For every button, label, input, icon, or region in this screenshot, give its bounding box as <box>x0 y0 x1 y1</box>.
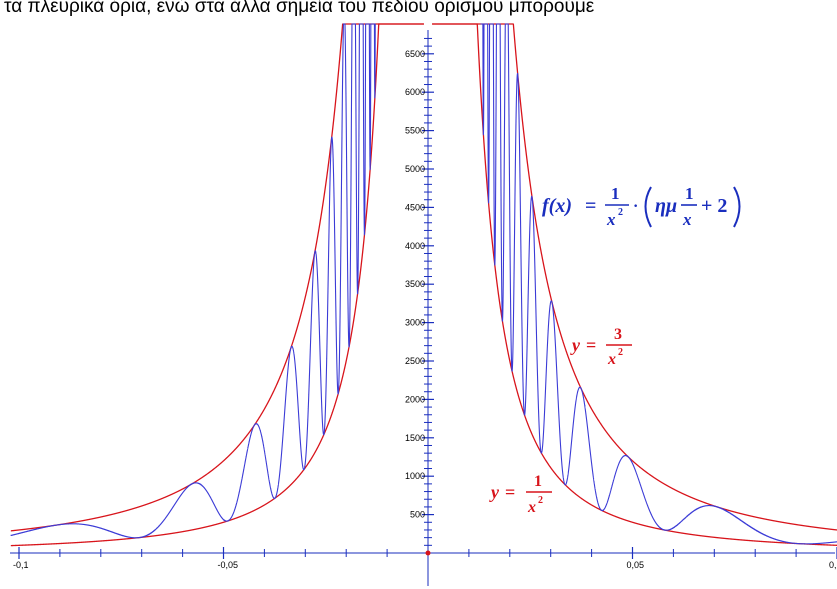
y-tick-label: 3500 <box>405 279 425 289</box>
y-tick-label: 5000 <box>405 164 425 174</box>
formula-f-left-paren <box>644 186 652 228</box>
formula-lower-exp: 2 <box>538 495 543 506</box>
y-tick-label: 6500 <box>405 49 425 59</box>
upper-bound-formula-label: y = 3 x 2 <box>570 326 632 368</box>
formula-f-plus-two: + 2 <box>701 195 727 217</box>
y-ticks-group: 500 1000 1500 2000 2500 3000 3500 4000 4500 5000 5… <box>405 37 434 546</box>
formula-upper-lhs: y <box>570 335 581 355</box>
caption-text: τα πλευρικά όρια, ενώ στα άλλα σημεία το… <box>4 0 595 17</box>
formula-f-eq: = <box>585 195 596 217</box>
formula-upper-num: 3 <box>614 326 622 343</box>
formula-f-frac1-num: 1 <box>611 184 620 203</box>
x-tick-label: -0,1 <box>13 560 29 570</box>
upper-bound-curve-group <box>10 23 837 532</box>
formula-upper-exp: 2 <box>618 347 623 358</box>
function-curve-group <box>10 23 837 545</box>
formula-lower-num: 1 <box>534 473 542 490</box>
lower-bound-formula-label: y = 1 x 2 <box>489 473 552 516</box>
formula-lower-den: x <box>527 499 536 516</box>
y-tick-label: 6000 <box>405 87 425 97</box>
formula-lower-lhs: y <box>489 482 500 502</box>
formula-f-frac2-den: x <box>682 210 692 229</box>
x-tick-label: -0,05 <box>218 560 239 570</box>
function-curve-left <box>10 23 376 539</box>
formula-upper-eq: = <box>586 335 596 355</box>
lower-bound-curve-left <box>10 23 424 547</box>
lower-bound-curve-right <box>432 23 837 546</box>
y-tick-label: 4000 <box>405 241 425 251</box>
y-tick-label: 3000 <box>405 318 425 328</box>
x-tick-label: 0,05 <box>627 560 645 570</box>
formula-f-right-paren <box>733 186 741 228</box>
x-tick-label: 0,1 <box>829 560 837 570</box>
y-tick-label: 4500 <box>405 202 425 212</box>
formula-f-frac1-den: x <box>606 210 616 229</box>
origin-point <box>425 550 431 556</box>
y-tick-label: 500 <box>410 510 425 520</box>
lower-bound-curve-group <box>10 23 837 547</box>
upper-bound-curve-right <box>432 23 837 531</box>
formula-f-exp: 2 <box>618 207 623 218</box>
formula-f-lhs: f(x) <box>542 195 572 217</box>
formula-f-dot: · <box>633 198 638 215</box>
upper-bound-curve-left <box>10 23 424 532</box>
x-ticks-group: -0,1 -0,05 0,05 0,1 <box>13 547 837 570</box>
axes-group <box>10 30 835 586</box>
y-tick-label: 2500 <box>405 356 425 366</box>
formula-f-frac2-num: 1 <box>685 184 694 203</box>
y-tick-label: 2000 <box>405 394 425 404</box>
formula-lower-eq: = <box>505 482 515 502</box>
y-tick-label: 5500 <box>405 126 425 136</box>
function-formula-label: f(x) = 1 x 2 · ημ 1 x + 2 <box>542 184 741 229</box>
formula-f-func: ημ <box>655 195 677 217</box>
formula-upper-den: x <box>607 351 616 368</box>
y-tick-label: 1500 <box>405 433 425 443</box>
function-curve-right <box>480 23 837 545</box>
y-tick-label: 1000 <box>405 471 425 481</box>
